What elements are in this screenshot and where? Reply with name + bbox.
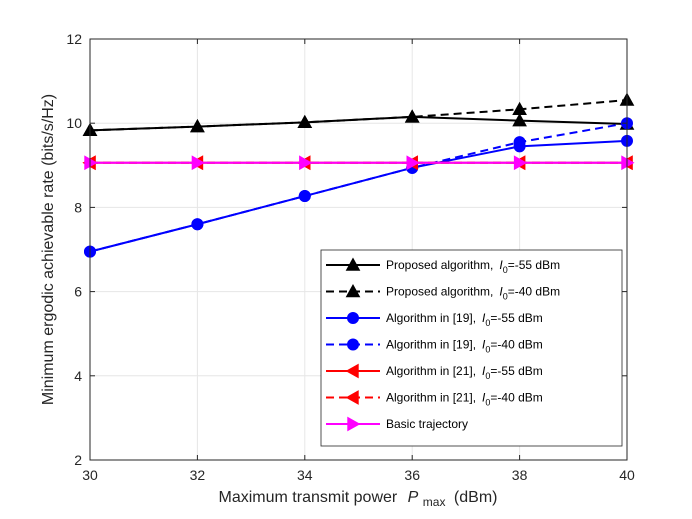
legend-label: Proposed algorithm, I0=-55 dBm [386,258,560,275]
legend-entry: Algorithm in [19], I0=-55 dBm [326,311,543,328]
series-7 [84,155,635,171]
data-point [84,155,98,171]
series-2 [82,92,635,137]
y-tick-label: 8 [74,199,82,215]
series-line [89,122,628,253]
legend-symbol: I [482,311,486,325]
legend-label: Basic trajectory [386,417,468,431]
data-point [191,155,205,171]
data-point [297,114,313,129]
y-tick-label: 2 [74,452,82,468]
x-tick-label: 38 [512,467,528,483]
legend-marker [347,416,361,432]
legend-subscript: 0 [503,292,508,302]
legend-condition: =-40 dBm [508,285,560,299]
data-point [512,101,527,116]
legend-subscript: 0 [485,345,490,355]
legend-symbol: I [482,338,486,352]
x-tick-label: 34 [297,467,313,483]
legend-subscript: 0 [485,318,490,328]
legend-label: Algorithm in [19], I0=-40 dBm [386,338,543,355]
legend-entry: Proposed algorithm, I0=-55 dBm [326,257,560,275]
legend-symbol: I [499,285,503,299]
data-point [191,218,204,231]
series-layer [82,92,635,258]
legend-subscript: 0 [485,398,490,408]
legend-label: Algorithm in [19], I0=-55 dBm [386,311,543,328]
legend-marker [347,312,359,324]
data-point [513,155,528,171]
y-tick-label: 6 [74,284,82,300]
y-tick-label: 10 [66,115,82,131]
legend-series-name: Algorithm in [19], [386,338,476,352]
x-tick-label: 40 [619,467,635,483]
legend-entry: Algorithm in [21], I0=-40 dBm [326,390,543,408]
legend-entry: Proposed algorithm, I0=-40 dBm [326,283,560,302]
legend-entry: Algorithm in [21], I0=-55 dBm [326,363,543,381]
x-tick-label: 36 [404,467,420,483]
y-axis-title: Minimum ergodic achievable rate (bits/s/… [40,94,57,405]
legend-series-name: Algorithm in [19], [386,311,476,325]
legend-box [320,249,623,447]
legend-condition: =-55 dBm [490,364,542,378]
x-axis-title-symbol: P [408,489,419,506]
legend-marker [345,257,361,271]
legend-marker [345,283,361,298]
legend-series-name: Algorithm in [21], [386,364,476,378]
legend-series-name: Proposed algorithm, [386,285,493,299]
data-point [513,136,526,149]
legend-subscript: 0 [485,371,490,381]
legend-symbol: I [482,391,486,405]
x-tick-label: 32 [190,467,206,483]
legend-subscript: 0 [503,265,508,275]
legend-condition: =-40 dBm [490,338,542,352]
legend-symbol: I [499,258,503,272]
data-point [299,155,313,171]
data-point [512,113,527,127]
legend-label: Proposed algorithm, I0=-40 dBm [386,285,560,302]
data-point [406,155,420,171]
legend-label: Algorithm in [21], I0=-40 dBm [386,391,543,408]
legend-marker [345,363,359,379]
legend-marker [347,338,359,351]
data-point [190,119,205,133]
legend-condition: =-40 dBm [490,391,542,405]
series-line [89,115,628,132]
legend-entry: Basic trajectory [326,416,468,432]
series-line [89,99,628,132]
ticks: 30 32 34 36 38 40 2 4 6 8 10 12 [66,31,635,483]
axes-box [89,38,628,461]
legend-series-name: Proposed algorithm, [386,258,493,272]
data-point [298,190,311,203]
legend-condition: =-55 dBm [508,258,560,272]
data-point [621,155,635,171]
legend-label: Algorithm in [21], I0=-55 dBm [386,364,543,381]
x-axis-title-subscript: max [423,495,446,509]
y-tick-label: 4 [74,368,82,384]
legend-series-name: Algorithm in [21], [386,391,476,405]
legend-entry: Algorithm in [19], I0=-40 dBm [326,338,543,355]
legend-condition: =-55 dBm [490,311,542,325]
x-axis-title-prefix: Maximum transmit power [219,489,398,506]
legend-symbol: I [482,364,486,378]
legend-marker [345,390,359,405]
x-axis-title: Maximum transmit power P max (dBm) [219,489,498,510]
data-point [404,109,420,123]
legend-series-name: Basic trajectory [386,417,468,431]
y-tick-label: 12 [66,31,82,47]
x-axis-title-suffix: (dBm) [454,489,498,506]
x-tick-label: 30 [82,467,98,483]
